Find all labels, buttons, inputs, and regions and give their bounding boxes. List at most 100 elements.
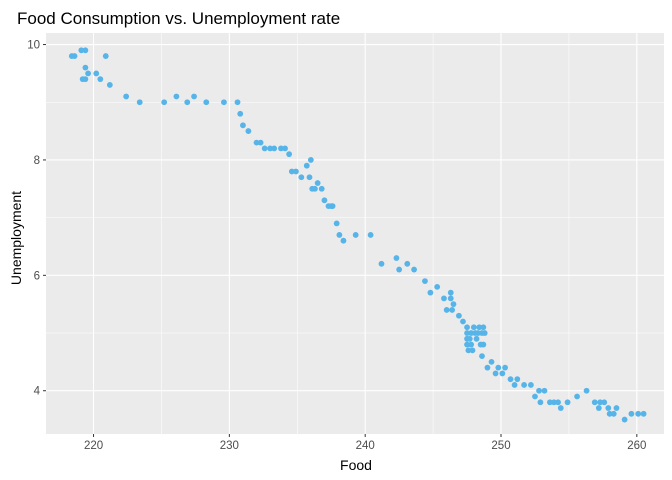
data-point <box>203 99 210 106</box>
data-point <box>261 145 268 152</box>
data-point <box>352 232 359 238</box>
data-point <box>532 393 538 400</box>
data-point <box>449 307 456 313</box>
data-point <box>191 93 197 100</box>
data-point <box>443 307 450 313</box>
x-tick-label: 220 <box>84 440 103 452</box>
data-point <box>514 376 521 383</box>
data-point <box>314 180 321 186</box>
data-point <box>507 376 514 383</box>
data-point <box>484 364 491 371</box>
data-point <box>282 145 288 152</box>
data-point <box>97 76 104 83</box>
data-point <box>480 324 487 331</box>
data-point <box>340 237 347 244</box>
data-point <box>499 370 506 377</box>
data-point <box>333 220 340 227</box>
data-point <box>411 266 417 273</box>
data-point <box>468 341 475 348</box>
data-point <box>161 99 168 106</box>
x-axis-ticks: 220 230 240 250 260 <box>84 434 646 452</box>
data-point <box>473 335 480 342</box>
data-point <box>422 278 428 285</box>
data-point <box>601 399 608 406</box>
x-tick-label: 230 <box>220 440 239 452</box>
data-point <box>434 283 441 290</box>
x-tick-label: 240 <box>356 440 375 452</box>
data-point <box>307 157 314 163</box>
data-point <box>583 387 590 394</box>
data-point <box>367 232 374 238</box>
data-point <box>481 330 488 336</box>
data-point <box>521 382 528 388</box>
data-point <box>460 318 466 325</box>
y-tick-label: 4 <box>34 386 41 398</box>
data-point <box>555 399 561 406</box>
x-axis-title: Food <box>340 457 372 473</box>
data-point <box>136 99 143 106</box>
data-point <box>447 289 454 296</box>
data-point <box>82 47 89 54</box>
data-point <box>541 387 548 394</box>
data-point <box>464 324 470 331</box>
data-point <box>306 174 313 181</box>
data-point <box>476 324 483 331</box>
data-point <box>447 295 454 302</box>
data-point <box>464 341 470 348</box>
data-point <box>393 255 400 261</box>
data-point <box>480 341 487 348</box>
data-point <box>557 405 564 411</box>
data-point <box>106 82 113 88</box>
data-point <box>303 162 310 169</box>
data-point <box>465 347 472 354</box>
data-point <box>441 295 447 302</box>
data-point <box>495 364 502 371</box>
data-point <box>396 266 403 273</box>
data-point <box>312 185 318 192</box>
data-point <box>475 330 481 336</box>
data-point <box>606 410 613 417</box>
data-point <box>253 139 260 146</box>
data-point <box>336 232 343 238</box>
x-tick-label: 260 <box>627 440 646 452</box>
data-point <box>93 70 100 77</box>
data-point <box>329 203 336 209</box>
data-point <box>427 289 434 296</box>
data-point <box>511 382 518 388</box>
data-point <box>78 47 85 54</box>
data-point <box>71 53 78 59</box>
data-point <box>298 174 305 181</box>
x-tick-label: 250 <box>491 440 510 452</box>
data-point <box>470 324 477 331</box>
data-point <box>102 53 109 59</box>
minor-gridlines <box>46 33 664 434</box>
data-point <box>278 145 284 152</box>
data-point <box>595 405 602 411</box>
data-point <box>635 410 642 417</box>
data-point <box>240 122 246 129</box>
data-point <box>271 145 278 152</box>
data-point <box>536 387 542 394</box>
y-axis-ticks: 4 6 8 10 <box>27 40 46 398</box>
y-tick-label: 8 <box>34 155 40 167</box>
y-tick-label: 10 <box>27 40 40 52</box>
data-point <box>574 393 580 400</box>
data-point <box>469 347 476 354</box>
data-point <box>184 99 191 106</box>
data-point <box>450 301 457 308</box>
data-point <box>468 330 475 336</box>
data-point <box>456 312 462 319</box>
data-point <box>527 382 534 388</box>
data-point <box>245 128 252 134</box>
data-point <box>479 353 485 360</box>
data-point <box>605 405 612 411</box>
data-point <box>597 399 604 406</box>
data-point <box>610 410 617 417</box>
data-point <box>502 364 508 371</box>
data-point <box>564 399 571 406</box>
data-point <box>464 330 470 336</box>
data-point <box>492 370 499 377</box>
data-point <box>267 145 274 152</box>
data-point <box>640 410 647 417</box>
